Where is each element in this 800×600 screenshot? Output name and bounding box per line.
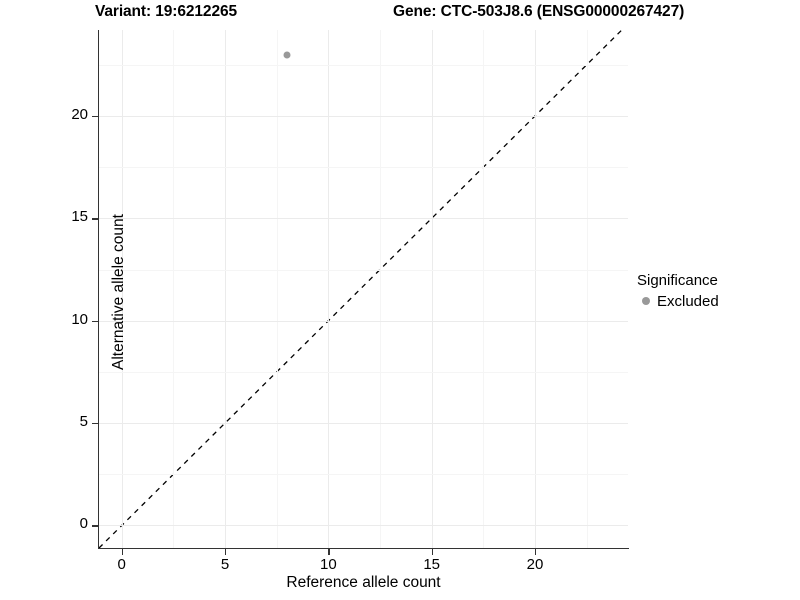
x-axis-tick: [225, 549, 227, 555]
grid-line: [99, 167, 628, 169]
x-axis-title: Reference allele count: [286, 574, 441, 591]
plot-panel: [98, 29, 628, 549]
y-axis-tick: [92, 320, 98, 322]
x-axis-tick-label: 5: [220, 556, 230, 573]
x-axis-tick-label: 20: [526, 556, 544, 573]
chart-title-row: Variant: 19:6212265 Gene: CTC-503J8.6 (E…: [0, 0, 800, 30]
legend-entry-label: Excluded: [657, 292, 719, 310]
y-axis-tick: [92, 218, 98, 220]
y-axis-tick-label: 0: [79, 515, 88, 533]
grid-line: [99, 269, 628, 271]
grid-line: [535, 30, 536, 548]
grid-line: [483, 30, 485, 548]
y-axis-tick-label: 5: [79, 413, 88, 431]
legend: Significance Excluded: [637, 271, 719, 310]
grid-line: [99, 525, 628, 527]
y-axis-title: Alternative allele count: [110, 214, 127, 370]
grid-line: [121, 30, 123, 548]
variant-title: Variant: 19:6212265: [95, 3, 238, 20]
legend-title: Significance: [637, 272, 718, 289]
x-axis-tick: [535, 549, 537, 555]
grid-line: [99, 64, 628, 66]
x-axis-tick: [431, 549, 433, 555]
x-axis-tick-label: 0: [117, 556, 126, 573]
legend-marker: [642, 297, 650, 305]
grid-line: [173, 30, 175, 548]
data-point[interactable]: [283, 51, 291, 59]
grid-line: [99, 423, 628, 425]
grid-line: [431, 30, 433, 548]
x-axis-tick: [328, 549, 330, 555]
x-axis-tick: [121, 549, 123, 555]
y-axis-tick: [92, 115, 98, 118]
legend-entries: Excluded: [637, 292, 719, 310]
legend-entry[interactable]: Excluded: [637, 292, 719, 310]
grid-line: [99, 320, 628, 322]
circle-icon: [637, 292, 655, 310]
x-axis-tick-label: 10: [320, 556, 337, 573]
grid-line: [276, 30, 278, 548]
grid-line: [380, 30, 382, 548]
y-axis-tick: [92, 423, 98, 425]
x-axis-line: [98, 548, 629, 550]
grid-line: [586, 30, 588, 548]
grid-line: [99, 371, 628, 373]
y-axis-tick: [92, 525, 98, 527]
grid-line: [99, 218, 628, 220]
y-axis-tick-label: 15: [71, 208, 88, 226]
grid-line: [328, 30, 330, 548]
identity-reference-line: [98, 29, 623, 549]
grid-line: [225, 30, 227, 548]
x-axis-tick-label: 15: [423, 556, 441, 573]
grid-line: [99, 474, 628, 476]
y-axis-tick-label: 10: [71, 310, 88, 328]
y-axis-tick-label: 20: [71, 105, 88, 123]
gene-title: Gene: CTC-503J8.6 (ENSG00000267427): [393, 3, 685, 20]
grid-line: [99, 115, 628, 117]
y-axis-line: [98, 30, 100, 549]
